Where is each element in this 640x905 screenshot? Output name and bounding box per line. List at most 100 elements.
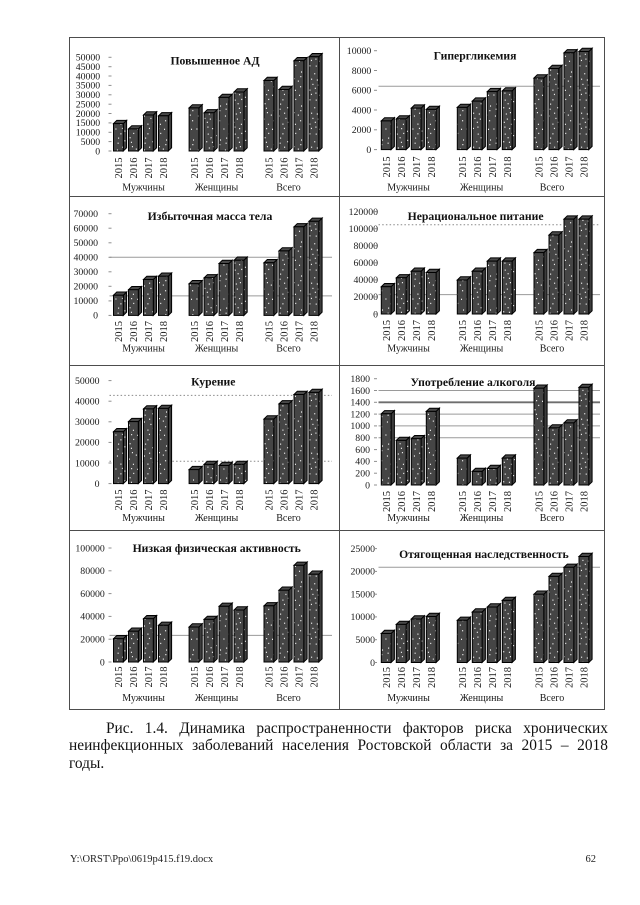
svg-text:0: 0 [95, 146, 100, 157]
svg-text:2015: 2015 [114, 490, 125, 511]
svg-text:Женщины: Женщины [195, 344, 239, 355]
svg-text:2017: 2017 [295, 667, 306, 688]
svg-text:2017: 2017 [220, 321, 231, 342]
svg-text:Мужчины: Мужчины [122, 513, 165, 524]
svg-text:2016: 2016 [473, 157, 484, 178]
svg-text:Женщины: Женщины [460, 513, 504, 524]
svg-text:2017: 2017 [220, 490, 231, 511]
svg-text:2015: 2015 [535, 320, 546, 341]
svg-text:2016: 2016 [280, 321, 291, 342]
svg-text:2015: 2015 [190, 158, 201, 179]
svg-text:50000: 50000 [76, 53, 101, 64]
svg-text:10000: 10000 [347, 46, 372, 57]
svg-text:Употребление алкоголя: Употребление алкоголя [411, 376, 537, 389]
svg-text:100000: 100000 [75, 543, 104, 554]
svg-text:0: 0 [100, 657, 105, 668]
svg-text:2015: 2015 [382, 491, 393, 512]
svg-text:2017: 2017 [565, 320, 576, 341]
svg-text:Мужчины: Мужчины [122, 344, 165, 355]
svg-text:Всего: Всего [276, 344, 301, 355]
svg-text:2016: 2016 [550, 320, 561, 341]
svg-text:2018: 2018 [427, 667, 438, 688]
svg-text:Мужчины: Мужчины [387, 344, 430, 355]
svg-text:Женщины: Женщины [195, 693, 239, 704]
svg-text:0: 0 [373, 309, 378, 320]
svg-text:Всего: Всего [276, 513, 301, 524]
svg-text:2016: 2016 [205, 667, 216, 688]
svg-text:Женщины: Женщины [460, 693, 504, 704]
svg-text:2018: 2018 [235, 321, 246, 342]
svg-text:400: 400 [355, 457, 370, 468]
svg-text:2016: 2016 [550, 157, 561, 178]
svg-text:2016: 2016 [280, 490, 291, 511]
svg-text:0: 0 [93, 311, 98, 322]
svg-text:2015: 2015 [382, 667, 393, 688]
svg-text:30000: 30000 [75, 417, 100, 428]
svg-text:2016: 2016 [550, 491, 561, 512]
svg-text:2016: 2016 [205, 490, 216, 511]
svg-text:60000: 60000 [80, 589, 105, 600]
svg-text:10000: 10000 [74, 296, 99, 307]
svg-text:70000: 70000 [74, 209, 99, 220]
svg-text:2000: 2000 [352, 125, 372, 136]
svg-text:200: 200 [355, 469, 370, 480]
svg-text:2018: 2018 [427, 491, 438, 512]
svg-text:50000: 50000 [74, 238, 99, 249]
svg-text:Гипергликемия: Гипергликемия [434, 50, 517, 63]
svg-text:2017: 2017 [412, 320, 423, 341]
svg-text:5000: 5000 [355, 635, 375, 646]
svg-text:25000: 25000 [76, 100, 101, 111]
svg-text:Женщины: Женщины [460, 344, 504, 355]
svg-text:2016: 2016 [280, 158, 291, 179]
svg-text:2017: 2017 [488, 491, 499, 512]
svg-text:Низкая физическая активность: Низкая физическая активность [133, 542, 301, 555]
svg-text:2017: 2017 [295, 158, 306, 179]
svg-text:20000: 20000 [351, 567, 376, 578]
svg-text:Мужчины: Мужчины [122, 693, 165, 704]
svg-text:20000: 20000 [74, 282, 99, 293]
svg-text:10000: 10000 [351, 612, 376, 623]
svg-text:60000: 60000 [354, 258, 379, 269]
svg-text:Всего: Всего [276, 693, 301, 704]
svg-text:Избыточная масса тела: Избыточная масса тела [148, 210, 273, 223]
svg-text:20000: 20000 [80, 635, 105, 646]
svg-text:0: 0 [95, 479, 100, 490]
svg-text:600: 600 [355, 445, 370, 456]
svg-text:0: 0 [365, 480, 370, 491]
svg-text:2017: 2017 [412, 157, 423, 178]
svg-text:2018: 2018 [235, 490, 246, 511]
svg-text:10000: 10000 [75, 458, 100, 469]
svg-text:2015: 2015 [535, 667, 546, 688]
svg-text:2017: 2017 [565, 157, 576, 178]
svg-text:2018: 2018 [310, 667, 321, 688]
svg-text:2018: 2018 [427, 157, 438, 178]
svg-text:80000: 80000 [80, 566, 105, 577]
svg-text:800: 800 [355, 433, 370, 444]
svg-text:2017: 2017 [144, 490, 155, 511]
svg-text:2016: 2016 [205, 158, 216, 179]
svg-text:2016: 2016 [129, 158, 140, 179]
svg-text:2015: 2015 [114, 667, 125, 688]
svg-text:2016: 2016 [397, 667, 408, 688]
svg-text:Всего: Всего [540, 693, 565, 704]
svg-text:2018: 2018 [159, 490, 170, 511]
svg-text:Мужчины: Мужчины [122, 183, 165, 194]
svg-text:1200: 1200 [350, 409, 370, 420]
svg-text:2017: 2017 [565, 667, 576, 688]
svg-text:Повышенное АД: Повышенное АД [170, 55, 259, 68]
svg-text:Мужчины: Мужчины [387, 693, 430, 704]
svg-text:2017: 2017 [412, 667, 423, 688]
svg-text:2015: 2015 [458, 320, 469, 341]
svg-text:1600: 1600 [350, 386, 370, 397]
svg-text:8000: 8000 [352, 66, 372, 77]
svg-text:2016: 2016 [129, 490, 140, 511]
svg-text:20000: 20000 [76, 109, 101, 120]
svg-text:30000: 30000 [74, 267, 99, 278]
svg-text:2018: 2018 [310, 490, 321, 511]
svg-text:2016: 2016 [473, 667, 484, 688]
svg-text:120000: 120000 [349, 207, 378, 218]
svg-text:45000: 45000 [76, 62, 101, 73]
svg-text:2016: 2016 [550, 667, 561, 688]
svg-text:Нерациональное питание: Нерациональное питание [408, 210, 544, 223]
svg-text:15000: 15000 [76, 118, 101, 129]
